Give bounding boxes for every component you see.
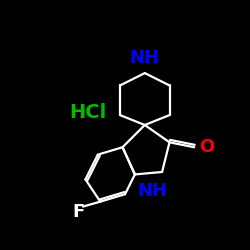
Text: O: O <box>199 138 214 156</box>
Text: F: F <box>72 202 84 220</box>
Text: HCl: HCl <box>69 103 106 122</box>
Text: NH: NH <box>130 49 160 67</box>
Text: NH: NH <box>137 182 167 200</box>
